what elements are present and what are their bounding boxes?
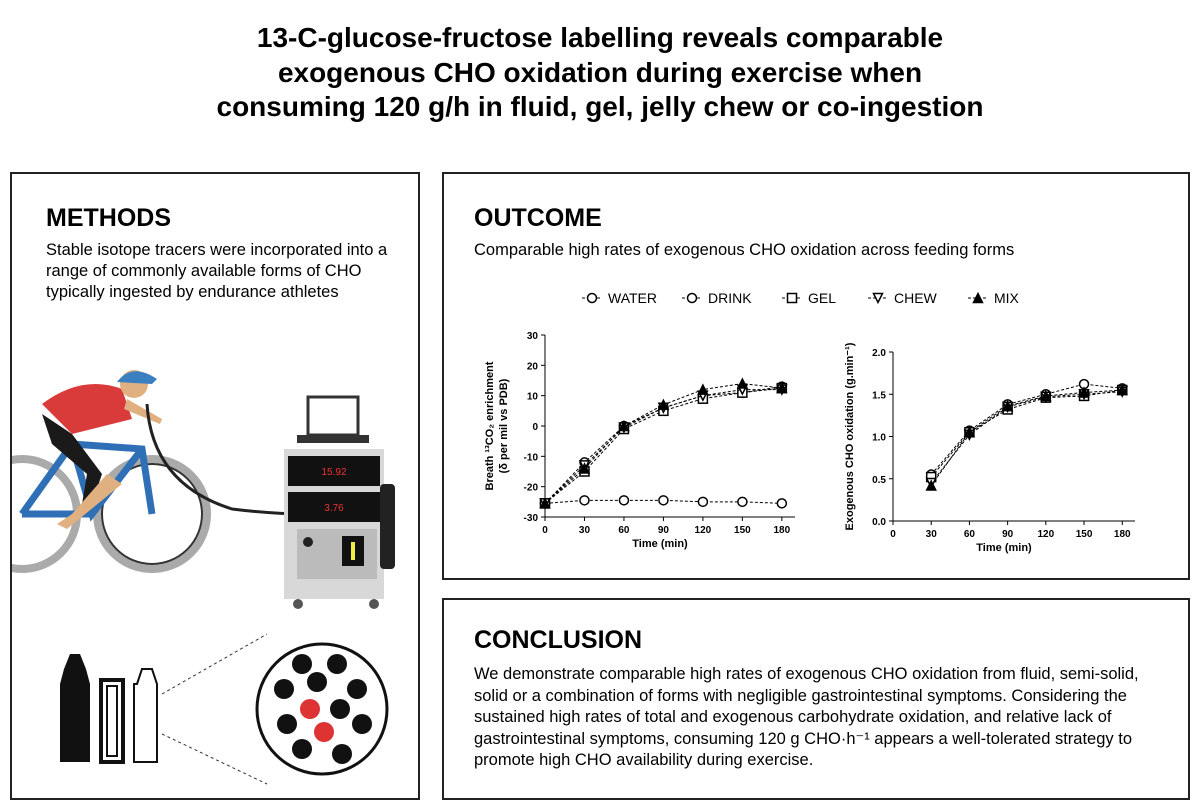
x-tick-label: 180 [1114,529,1131,540]
data-point [925,479,937,491]
device-reading: 3.76 [324,503,344,514]
data-point [963,426,976,438]
data-point [618,419,630,432]
data-point [697,383,709,395]
charts: WATER DRINK GEL CHEW MIX -30 -20 -10 0 10 20 30 0 30 6… [484,290,1135,554]
y-tick-label: 10 [527,392,539,403]
outcome-heading: OUTCOME [474,204,602,232]
device-reading: 15.92 [321,467,346,478]
x-tick-label: 90 [658,525,670,536]
y-tick-label: 1.0 [872,433,886,444]
data-point [1040,389,1052,402]
x-tick-label: 150 [1076,529,1093,540]
data-point [539,497,551,509]
title-line: consuming 120 g/h in fluid, gel, jelly c… [216,91,984,122]
y-tick-label: 20 [527,361,539,372]
data-point [579,495,590,506]
methods-illustration: 15.92 3.76 [12,370,395,785]
y-axis-label: (δ per mil vs PDB) [498,378,510,473]
methods-text: Stable isotope tracers were incorporated… [46,241,388,301]
x-tick-label: 0 [542,525,548,536]
methods-heading: METHODS [46,204,171,232]
y-tick-label: 0.0 [872,517,886,528]
series-line [930,383,1123,475]
data-point [1078,386,1090,398]
y-tick-label: -30 [524,513,539,524]
x-tick-label: 60 [618,525,630,536]
series-line [930,391,1123,484]
legend-label: MIX [994,290,1020,306]
y-tick-label: 2.0 [872,348,886,359]
x-tick-label: 120 [695,525,712,536]
y-tick-label: -20 [524,483,539,494]
methods-box: METHODS Stable isotope tracers were inco… [10,172,420,800]
legend-label: DRINK [708,290,752,306]
outcome-text: Comparable high rates of exogenous CHO o… [474,241,1015,259]
x-tick-label: 0 [890,529,896,540]
y-tick-label: 1.5 [872,390,886,401]
y-axis-label: Breath ¹³CO₂ enrichment [484,361,496,490]
data-point [776,381,788,394]
y-axis-label: Exogenous CHO oxidation (g.min⁻¹) [844,342,856,530]
legend-marker [586,292,598,304]
outcome-box: OUTCOME Comparable high rates of exogeno… [442,172,1190,580]
legend-marker [786,292,798,304]
legend-marker [872,292,884,305]
x-tick-label: 30 [926,529,938,540]
series-line [930,389,1123,486]
series-line [930,389,1123,478]
x-tick-label: 150 [734,525,751,536]
x-tick-label: 30 [579,525,591,536]
data-point [697,496,709,508]
x-tick-label: 180 [773,525,790,536]
data-point [1116,383,1128,396]
data-point [737,496,748,508]
x-tick-label: 120 [1037,529,1054,540]
legend-label: GEL [808,290,836,306]
legend-label: CHEW [894,290,938,306]
legend-marker [972,291,984,304]
data-point [578,462,591,474]
title-line: 13-C-glucose-fructose labelling reveals … [256,22,944,53]
data-point [736,377,749,389]
conclusion-heading: CONCLUSION [474,626,643,654]
data-point [1001,399,1014,412]
y-tick-label: -10 [524,452,539,463]
conclusion-box: CONCLUSION We demonstrate comparable hig… [442,598,1190,800]
x-tick-label: 60 [964,529,976,540]
y-tick-label: 0 [532,422,538,433]
y-tick-label: 0.5 [872,475,886,486]
x-tick-label: 90 [1002,529,1014,540]
data-point [657,398,670,411]
x-axis-label: Time (min) [976,542,1032,554]
legend-label: WATER [608,290,657,306]
data-point [618,495,630,506]
data-point [658,495,669,506]
data-point [776,498,788,509]
x-axis-label: Time (min) [632,538,688,550]
y-tick-label: 30 [527,331,539,342]
conclusion-text: We demonstrate comparable high rates of … [474,665,1139,769]
legend-marker [686,292,698,304]
title-line: exogenous CHO oxidation during exercise … [277,57,923,88]
